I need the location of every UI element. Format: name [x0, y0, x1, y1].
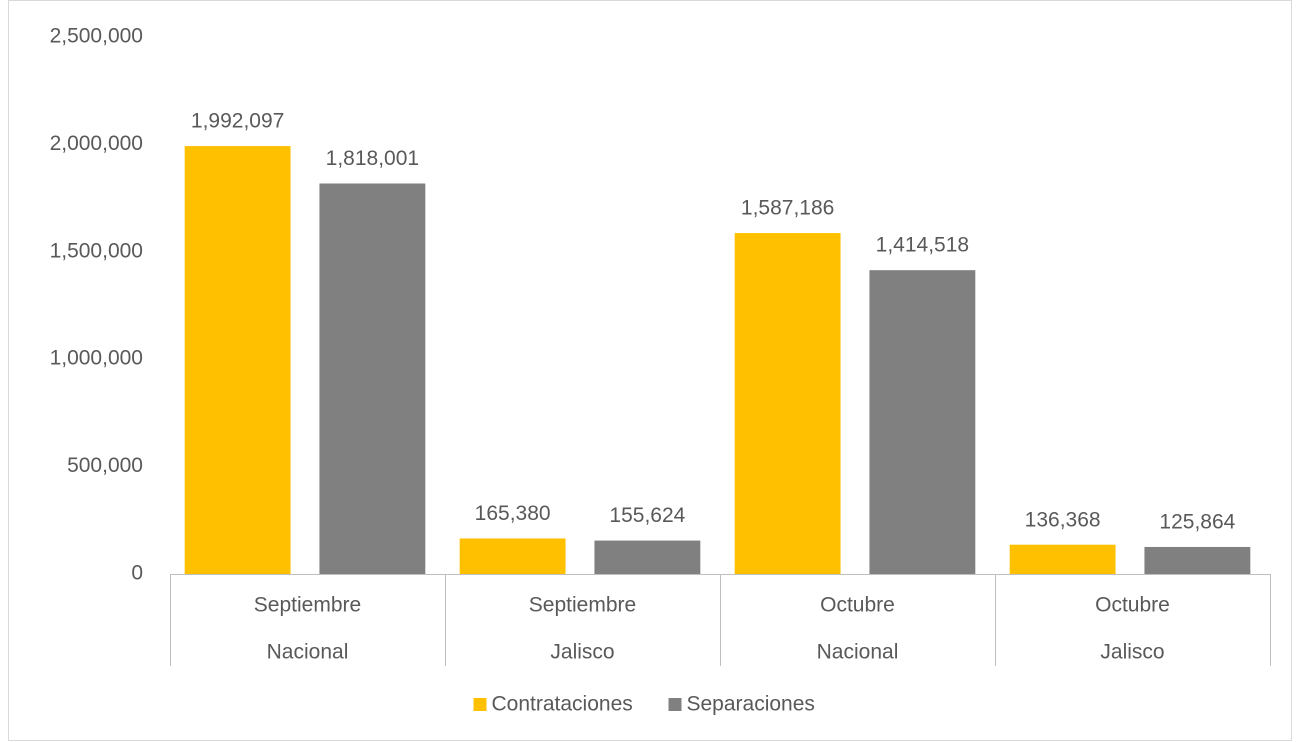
value-label: 136,368: [1025, 508, 1101, 531]
x-tick-label: Nacional: [817, 641, 899, 664]
bar: [869, 270, 976, 574]
legend-label: Contrataciones: [492, 693, 633, 716]
y-tick-label: 2,000,000: [50, 132, 143, 155]
bar: [319, 183, 426, 574]
x-tick-label: Septiembre: [254, 594, 361, 617]
x-tick-label: Octubre: [820, 594, 895, 617]
value-label: 165,380: [475, 502, 551, 525]
value-label: 1,818,001: [326, 147, 419, 170]
y-tick-label: 0: [131, 562, 143, 585]
value-label: 125,864: [1159, 511, 1235, 534]
y-tick-label: 500,000: [67, 454, 143, 477]
x-tick-label: Jalisco: [1100, 641, 1164, 664]
x-tick-label: Jalisco: [550, 641, 614, 664]
bar: [184, 146, 291, 574]
legend-swatch: [473, 698, 487, 711]
bar: [594, 540, 701, 574]
x-tick-label: Septiembre: [529, 594, 636, 617]
bar: [1144, 546, 1251, 574]
bar: [1009, 544, 1116, 574]
value-label: 1,992,097: [191, 110, 284, 133]
value-label: 1,414,518: [876, 234, 969, 257]
y-tick-label: 2,500,000: [50, 25, 143, 48]
y-tick-label: 1,500,000: [50, 239, 143, 262]
value-label: 1,587,186: [741, 197, 834, 220]
legend-label: Separaciones: [687, 693, 815, 716]
bar: [734, 233, 841, 574]
x-tick-label: Nacional: [267, 641, 349, 664]
y-tick-label: 1,000,000: [50, 347, 143, 370]
bar: [459, 538, 566, 574]
value-label: 155,624: [609, 504, 685, 527]
x-tick-label: Octubre: [1095, 594, 1170, 617]
legend-swatch: [668, 698, 682, 711]
